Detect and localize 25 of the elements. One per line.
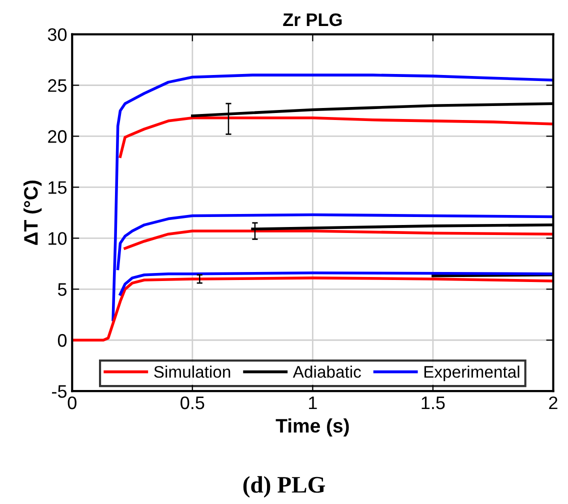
y-tick-label: 0 [58,334,67,347]
line-series [118,116,554,158]
line-series [124,230,554,250]
legend-label: Simulation [154,366,230,378]
line-series [112,74,554,322]
line-series [118,271,554,296]
x-tick-label: 1.5 [422,396,445,410]
y-tick-label: 20 [48,130,67,143]
legend-label: Adiabatic [292,366,361,378]
legend-label: Experimental [424,366,520,382]
chart-title: Zr PLG [283,13,342,26]
x-tick-label: 0.5 [180,396,204,410]
y-tick-label: 10 [48,232,67,245]
y-tick-label: -5 [52,385,67,398]
y-axis-title: ΔT (°C) [24,180,42,245]
x-tick-label: 1 [309,396,317,410]
x-axis-title: Time (s) [276,418,349,436]
y-tick-label: 15 [48,181,67,194]
y-tick-label: 25 [48,79,67,92]
y-tick-label: 30 [48,28,67,41]
x-tick-label: 0 [68,396,76,410]
y-tick-label: 5 [58,283,67,296]
line-series [72,276,554,342]
x-tick-label: 2 [549,396,558,410]
text: (d) PLG [243,476,326,498]
